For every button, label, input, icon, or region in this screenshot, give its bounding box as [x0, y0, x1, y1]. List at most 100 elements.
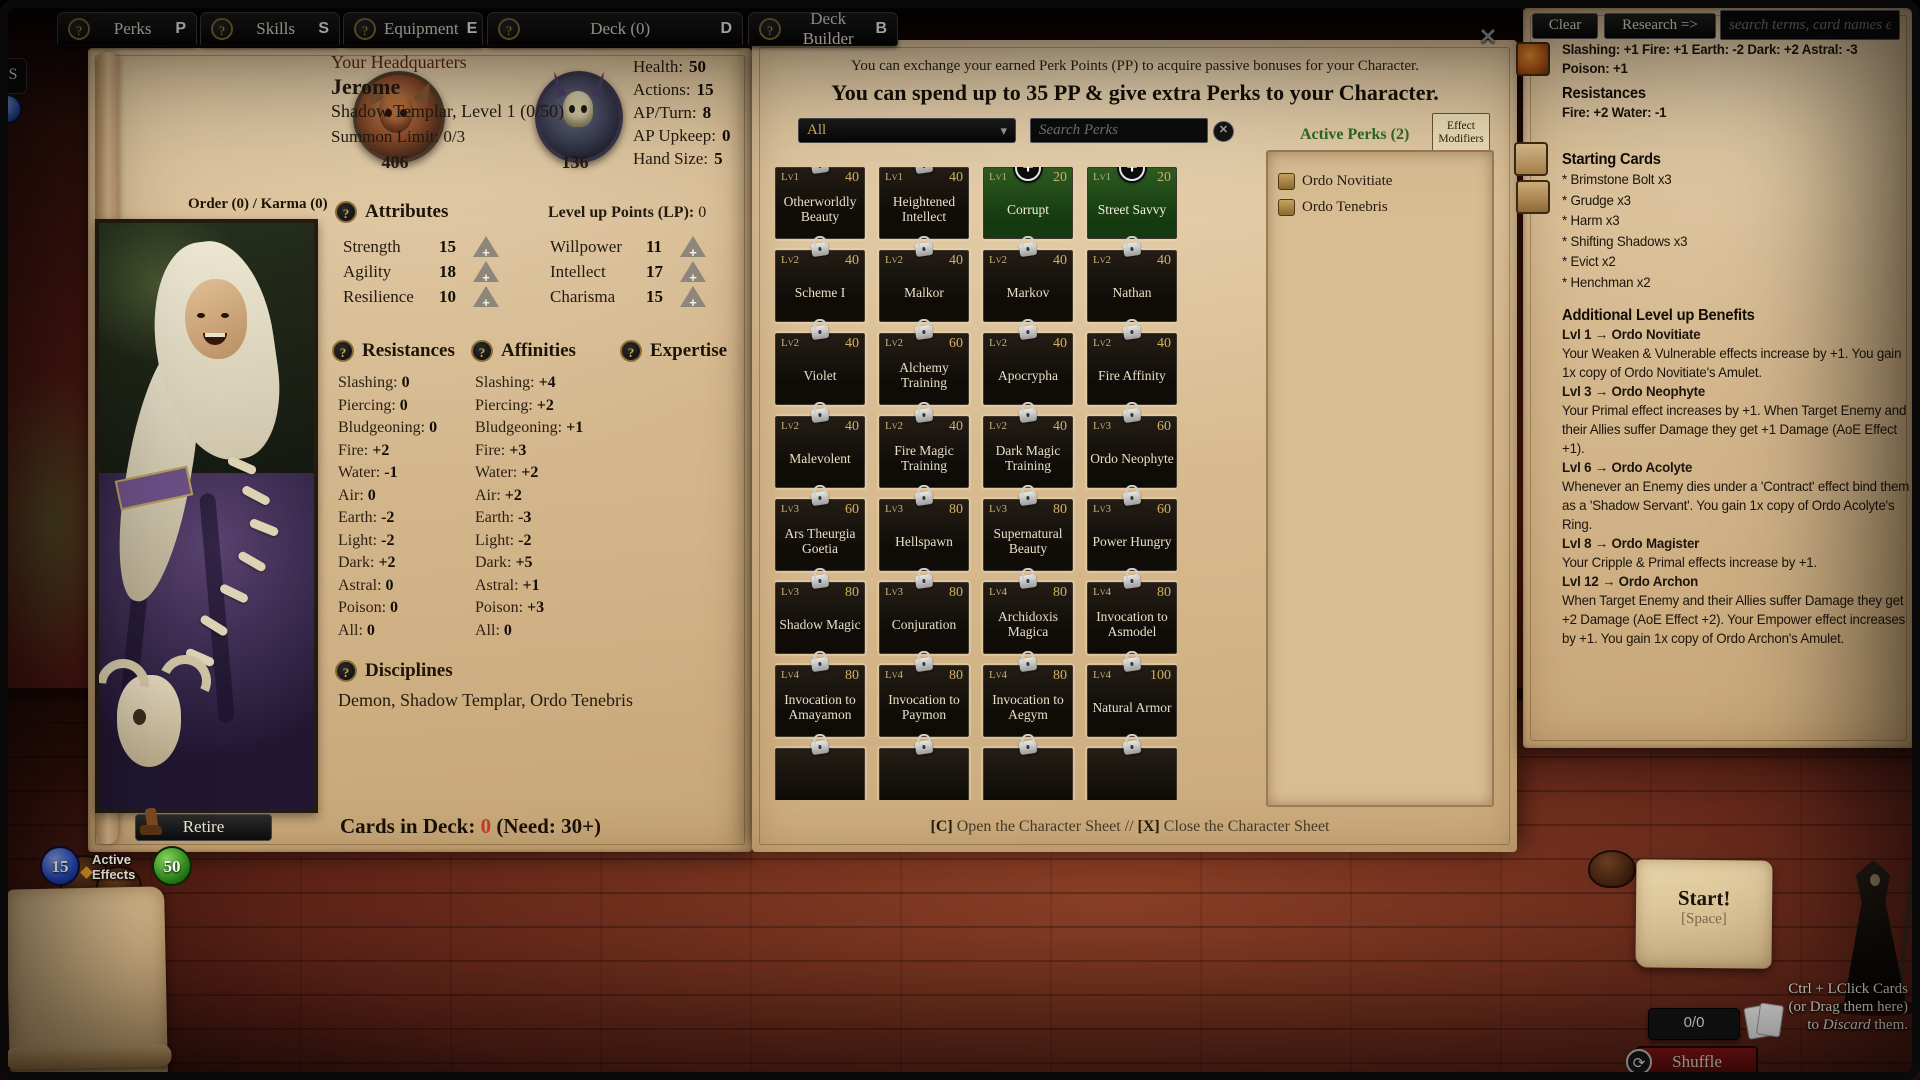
karma-medal-icon: [535, 71, 623, 163]
increase-attribute-button[interactable]: [680, 286, 706, 307]
attribute-name: Willpower: [550, 236, 623, 256]
benefit-block: Lvl 8 → Ordo Magister Your Cripple & Pri…: [1562, 534, 1914, 572]
effect-modifiers-button[interactable]: Effect Modifiers: [1432, 113, 1490, 153]
resistance-row: Bludgeoning: 0: [338, 417, 468, 440]
perk-tile[interactable]: Lv3 80 Shadow Magic: [775, 573, 867, 656]
shuffle-button[interactable]: ⟳ Shuffle: [1626, 1046, 1758, 1076]
increase-attribute-button[interactable]: [473, 261, 499, 282]
benefit-level-title: Lvl 6 → Ordo Acolyte: [1562, 459, 1693, 475]
hotkey-x: [X]: [1137, 818, 1160, 835]
perk-cost: 60: [949, 336, 963, 351]
stat-label: AP/Turn:: [633, 103, 697, 122]
tab-shortcut: S: [318, 20, 329, 37]
perk-tile[interactable]: Lv2 60 Alchemy Training: [877, 324, 971, 407]
affinity-summary-2: Poison: +1: [1562, 60, 1628, 76]
perk-tile[interactable]: Lv2 40 Violet: [775, 324, 867, 407]
perk-tile[interactable]: Lv2 40 Apocrypha: [981, 324, 1075, 407]
acquire-perk-icon[interactable]: [1119, 167, 1145, 181]
perk-tile[interactable]: Lv1 20 Street Savvy: [1085, 167, 1177, 241]
close-icon[interactable]: ✕: [1478, 24, 1498, 49]
affinity-value: 0: [503, 621, 512, 639]
perk-tile[interactable]: [775, 739, 867, 800]
perk-tile[interactable]: Lv4 80 Invocation to Asmodel: [1085, 573, 1177, 656]
perk-name: Corrupt: [1007, 201, 1049, 217]
green-effect-orb: 50: [152, 846, 192, 886]
tab-skills[interactable]: ? Skills S: [200, 12, 340, 46]
tab-equipment[interactable]: ? Equipment E: [343, 12, 483, 46]
stat-label: Actions:: [633, 80, 691, 99]
perk-filter-dropdown[interactable]: All ▾: [798, 118, 1016, 143]
research-button[interactable]: Research =>: [1604, 13, 1716, 39]
starting-card-line: * Brimstone Bolt x3: [1562, 171, 1672, 187]
perk-tile[interactable]: Lv2 40 Malkor: [877, 241, 971, 324]
perk-tile[interactable]: Lv4 100 Natural Armor: [1085, 656, 1177, 739]
clear-search-icon[interactable]: ✕: [1213, 121, 1234, 142]
active-perk-item[interactable]: Ordo Novitiate: [1268, 168, 1492, 194]
perk-badge-icon: [1278, 198, 1295, 216]
active-perks-panel[interactable]: Ordo Novitiate Ordo Tenebris: [1266, 150, 1494, 807]
active-effects-label: Active Effects: [92, 852, 135, 882]
perk-tile[interactable]: Lv1 20 Corrupt: [981, 167, 1075, 241]
element-label: Dark:: [338, 554, 375, 571]
increase-attribute-button[interactable]: [680, 236, 706, 257]
card-search-box: [1720, 10, 1900, 40]
perk-tile[interactable]: [877, 739, 971, 800]
clear-button[interactable]: Clear: [1532, 13, 1598, 39]
perk-name: Malkor: [904, 284, 944, 300]
perk-tile[interactable]: Lv2 40 Fire Affinity: [1085, 324, 1177, 407]
card-search-input[interactable]: [1720, 10, 1900, 40]
increase-attribute-button[interactable]: [473, 286, 499, 307]
discard-line3-pre: to: [1807, 1017, 1823, 1033]
demon-face-icon[interactable]: [1516, 42, 1550, 76]
benefit-description: Whenever an Enemy dies under a 'Contract…: [1562, 478, 1910, 532]
acquire-perk-icon[interactable]: [1015, 167, 1041, 181]
perk-tile[interactable]: Lv4 80 Archidoxis Magica: [981, 573, 1075, 656]
perk-name: Archidoxis Magica: [998, 609, 1058, 639]
perk-tile[interactable]: Lv3 80 Supernatural Beauty: [981, 490, 1075, 573]
tab-perks[interactable]: ? Perks P: [57, 12, 197, 46]
benefit-block: Lvl 3 → Ordo Neophyte Your Primal effect…: [1562, 382, 1914, 458]
perk-tile[interactable]: [1085, 739, 1177, 800]
perk-tile[interactable]: Lv4 80 Invocation to Amayamon: [775, 656, 867, 739]
benefits-title: Additional Level up Benefits: [1562, 307, 1755, 324]
perk-tile[interactable]: Lv2 40 Scheme I: [775, 241, 867, 324]
affinity-row: Fire: +3: [475, 440, 615, 463]
perk-tile[interactable]: Lv1 40 Otherworldly Beauty: [775, 167, 867, 241]
active-perk-item[interactable]: Ordo Tenebris: [1268, 194, 1492, 220]
tab-deck-builder[interactable]: ? Deck Builder B: [748, 9, 898, 48]
perk-level: Lv2: [989, 420, 1007, 432]
lock-icon: [810, 167, 830, 175]
collapsed-side-tab[interactable]: S: [0, 58, 27, 94]
element-label: Fire:: [338, 441, 369, 459]
perk-tile[interactable]: Lv2 40 Markov: [981, 241, 1075, 324]
perk-tile[interactable]: Lv3 60 Ars Theurgia Goetia: [775, 490, 867, 573]
perk-search-input[interactable]: [1030, 118, 1208, 143]
help-icon: ?: [332, 340, 354, 362]
perk-tile[interactable]: Lv2 40 Malevolent: [775, 407, 867, 490]
tab-label: Deck Builder: [802, 9, 854, 48]
perk-tile[interactable]: Lv4 80 Invocation to Aegym: [981, 656, 1075, 739]
perk-tile[interactable]: Lv2 40 Fire Magic Training: [877, 407, 971, 490]
perk-tile[interactable]: Lv3 60 Power Hungry: [1085, 490, 1177, 573]
perk-cost: 40: [949, 170, 963, 185]
perk-tile[interactable]: [981, 739, 1075, 800]
perk-tile[interactable]: Lv2 40 Dark Magic Training: [981, 407, 1075, 490]
affinity-value: +2: [521, 464, 539, 481]
perk-name: Nathan: [1112, 284, 1152, 300]
cards-in-deck-line: Cards in Deck: 0 (Need: 30+): [340, 814, 601, 839]
perk-tile[interactable]: Lv3 80 Conjuration: [877, 573, 971, 656]
resistance-row: Fire: +2: [338, 440, 468, 463]
scroll-icon[interactable]: [1514, 142, 1548, 176]
parchment-card-icon[interactable]: [1516, 180, 1550, 214]
perk-tile[interactable]: Lv3 80 Hellspawn: [877, 490, 971, 573]
perk-tile[interactable]: Lv4 80 Invocation to Paymon: [877, 656, 971, 739]
increase-attribute-button[interactable]: [680, 261, 706, 282]
perk-tile[interactable]: Lv2 40 Nathan: [1085, 241, 1177, 324]
perk-tile[interactable]: Lv3 60 Ordo Neophyte: [1085, 407, 1177, 490]
tab-deck[interactable]: ? Deck (0) D: [487, 12, 743, 46]
perk-name: Alchemy Training: [899, 360, 949, 390]
start-note[interactable]: Start! [Space]: [1635, 859, 1773, 969]
element-label: Poison:: [475, 599, 524, 616]
perk-tile[interactable]: Lv1 40 Heightened Intellect: [877, 167, 971, 241]
increase-attribute-button[interactable]: [473, 236, 499, 257]
